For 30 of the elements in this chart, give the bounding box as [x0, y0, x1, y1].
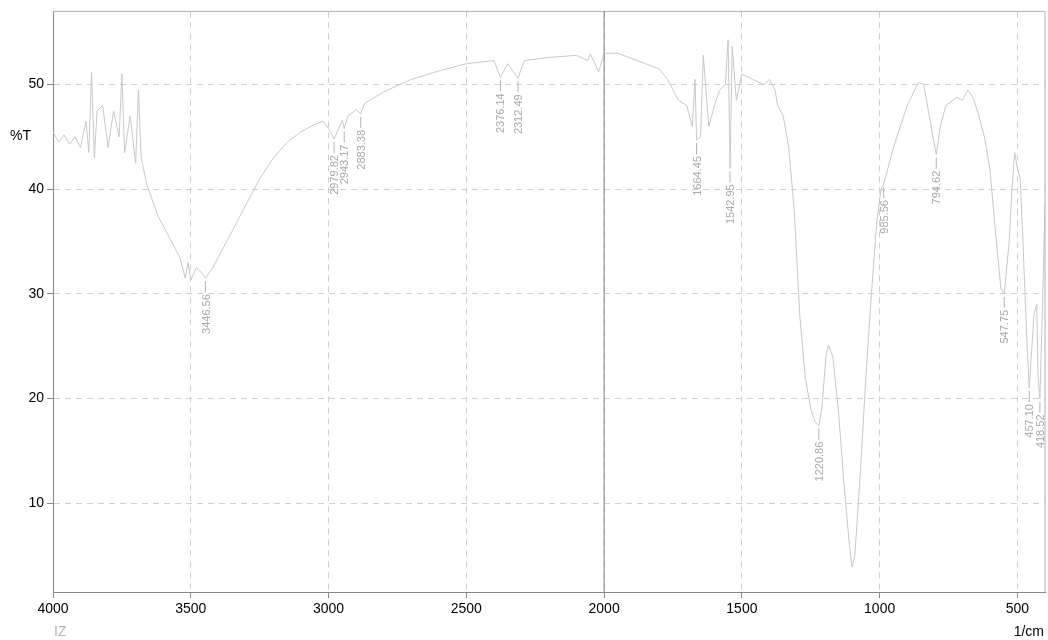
y-tick-label: 50 [28, 75, 45, 92]
annotation: 2979.82 [328, 155, 341, 195]
annotation: 457.10 [1023, 404, 1036, 438]
annotation: 547.75 [998, 309, 1011, 344]
annotation: 1664.45 [690, 156, 703, 196]
text: IZ [54, 622, 67, 639]
x-axis-title: 1/cm [1013, 622, 1044, 639]
x-tick-label: 3500 [175, 600, 207, 617]
annotation: 1542.95 [724, 184, 737, 225]
annotation: 2312.49 [512, 94, 524, 135]
annotation: 2376.14 [494, 93, 507, 134]
x-tick-label: 2500 [450, 600, 483, 617]
annotation: 1220.86 [812, 441, 825, 482]
annotation: 794.62 [930, 170, 943, 205]
annotation: 2883.38 [354, 129, 367, 170]
x-tick-label: 1000 [864, 600, 896, 617]
y-axis-title: %T [10, 127, 32, 144]
annotation: 985.56 [877, 200, 890, 234]
annotation: 2943.17 [338, 144, 351, 185]
y-tick-label: 10 [28, 493, 45, 510]
x-tick-label: 2000 [588, 600, 620, 617]
x-tick-label: 500 [1005, 600, 1030, 617]
y-tick-label: 20 [28, 389, 45, 406]
x-tick-label: 4000 [37, 600, 69, 617]
annotation: 418.52 [1033, 414, 1046, 449]
y-tick-label: 30 [28, 284, 45, 301]
x-tick-label: 1500 [726, 600, 758, 617]
annotation: 3446.56 [199, 294, 212, 334]
x-tick-label: 3000 [312, 600, 345, 617]
y-tick-label: 40 [28, 180, 45, 197]
